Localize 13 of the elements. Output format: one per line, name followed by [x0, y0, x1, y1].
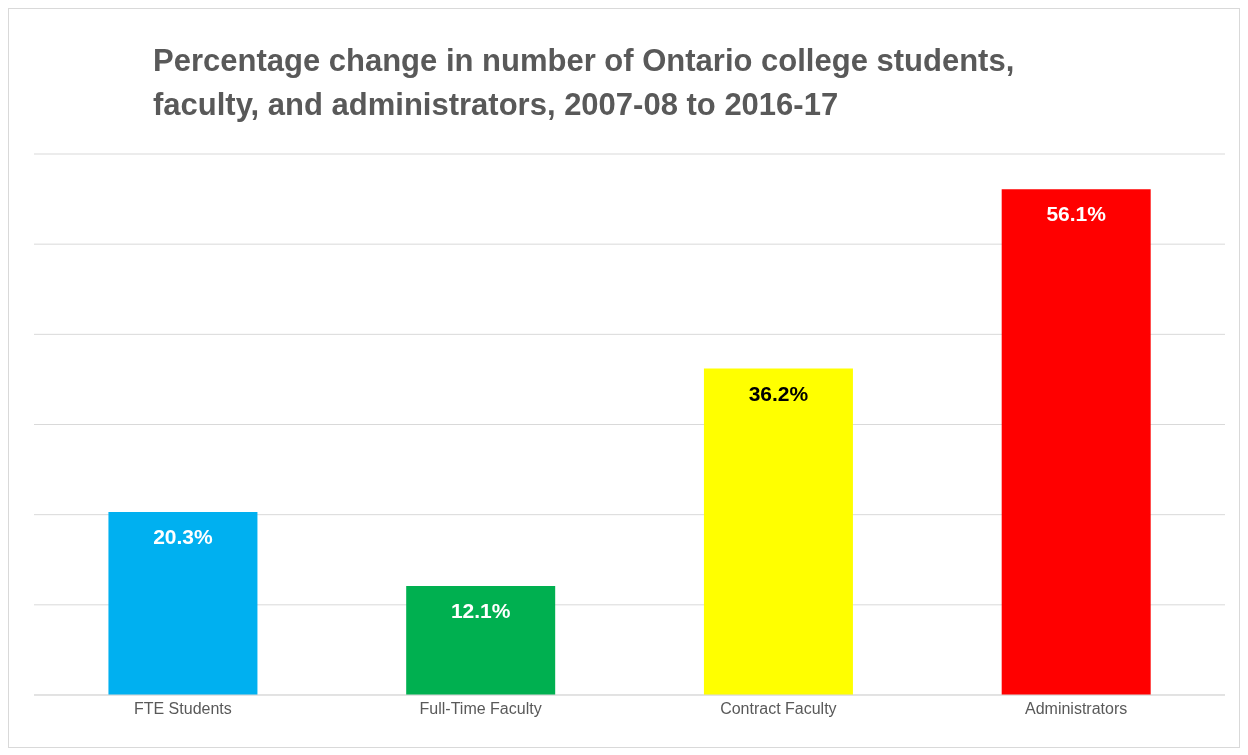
- data-label: 20.3%: [153, 524, 214, 548]
- x-tick-label: Contract Faculty: [720, 700, 837, 718]
- data-label: 12.1%: [450, 598, 511, 622]
- bar: [1001, 189, 1151, 695]
- data-label: 36.2%: [748, 381, 809, 405]
- chart-title: Percentage change in number of Ontario college students, faculty, and administrators, 2007-08 to 2016-17: [152, 42, 1016, 124]
- data-label: 56.1%: [1046, 202, 1107, 226]
- x-tick-label: Administrators: [1025, 700, 1128, 718]
- bar: [108, 511, 258, 695]
- bar: [406, 585, 556, 695]
- bar: [703, 368, 853, 695]
- x-tick-label: FTE Students: [133, 700, 232, 718]
- x-tick-label: Full-Time Faculty: [419, 700, 542, 718]
